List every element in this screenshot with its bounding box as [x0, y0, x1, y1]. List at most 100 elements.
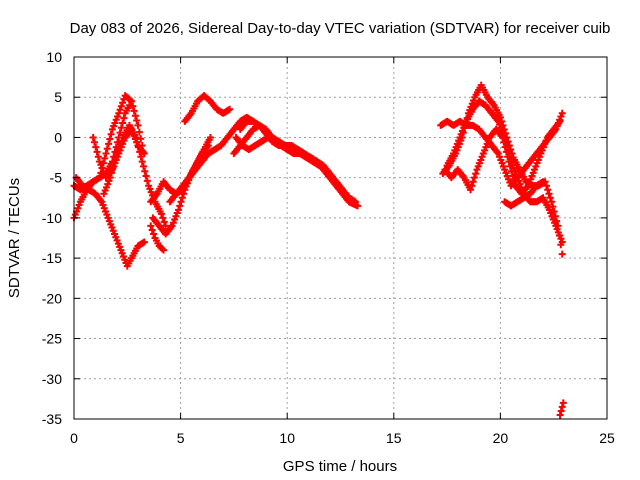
- data-point: [546, 194, 554, 202]
- data-point: [111, 154, 119, 162]
- data-point: [504, 153, 512, 161]
- data-point: [120, 114, 128, 122]
- data-point: [502, 148, 510, 156]
- data-point: [542, 182, 550, 190]
- data-point: [328, 174, 336, 182]
- data-point: [545, 190, 553, 198]
- data-point: [558, 109, 566, 117]
- data-point: [472, 170, 480, 178]
- data-point: [178, 194, 186, 202]
- data-point: [510, 177, 518, 185]
- data-point: [157, 210, 165, 218]
- data-point: [125, 101, 133, 109]
- data-marks: [70, 81, 567, 419]
- data-point: [102, 150, 110, 158]
- data-point: [160, 246, 168, 254]
- data-point: [93, 148, 101, 156]
- data-point: [501, 143, 509, 151]
- series-track-d: [72, 174, 148, 270]
- data-point: [500, 138, 508, 146]
- data-point: [101, 154, 109, 162]
- series-track-l: [236, 117, 362, 210]
- data-point: [557, 407, 565, 415]
- data-point: [160, 218, 168, 226]
- data-point: [558, 403, 566, 411]
- data-point: [131, 112, 139, 120]
- data-point: [558, 250, 566, 258]
- data-point: [150, 230, 158, 238]
- data-point: [556, 117, 564, 125]
- data-point: [108, 169, 116, 177]
- data-point: [548, 198, 556, 206]
- data-point: [148, 226, 156, 234]
- data-point: [559, 399, 567, 407]
- data-point: [505, 158, 513, 166]
- x-tick-label: 0: [70, 430, 78, 446]
- data-point: [117, 124, 125, 132]
- data-point: [117, 102, 125, 110]
- data-point: [558, 238, 566, 246]
- y-axis-title: SDTVAR / TECUs: [6, 178, 23, 298]
- data-point: [174, 206, 182, 214]
- data-point: [470, 174, 478, 182]
- data-point: [106, 135, 114, 143]
- y-tick-label: 5: [54, 89, 62, 105]
- plot-frame: [73, 56, 608, 420]
- data-point: [539, 178, 547, 186]
- series-track-m: [232, 133, 336, 182]
- y-tick-label: -10: [42, 210, 62, 226]
- data-point: [354, 202, 362, 210]
- x-tick-label: 10: [279, 430, 295, 446]
- data-point: [176, 202, 184, 210]
- data-point: [133, 138, 141, 146]
- data-point: [92, 143, 100, 151]
- data-point: [467, 186, 475, 194]
- y-tick-label: 10: [46, 49, 62, 65]
- y-tick-label: 0: [54, 129, 62, 145]
- data-point: [134, 143, 142, 151]
- data-point: [130, 107, 138, 115]
- data-point: [147, 222, 155, 230]
- data-point: [142, 172, 150, 180]
- data-point: [162, 222, 170, 230]
- data-point: [89, 133, 97, 141]
- data-point: [103, 145, 111, 153]
- chart-title: Day 083 of 2026, Sidereal Day-to-day VTE…: [70, 20, 611, 37]
- data-point: [226, 105, 234, 113]
- data-point: [138, 158, 146, 166]
- y-tick-label: -15: [42, 250, 62, 266]
- data-point: [106, 174, 114, 182]
- series-track-f: [147, 222, 168, 254]
- data-point: [132, 133, 140, 141]
- series-track-j: [181, 92, 234, 125]
- data-point: [143, 177, 151, 185]
- data-point: [556, 411, 564, 419]
- x-tick-label: 15: [386, 430, 402, 446]
- data-point: [159, 214, 167, 222]
- data-point: [137, 153, 145, 161]
- data-point: [110, 159, 118, 167]
- data-point: [506, 162, 514, 170]
- y-tick-label: -35: [42, 411, 62, 427]
- data-point: [109, 164, 117, 172]
- x-tick-label: 20: [493, 430, 509, 446]
- data-point: [116, 106, 124, 114]
- data-point: [119, 99, 127, 107]
- data-point: [136, 148, 144, 156]
- data-point: [115, 109, 123, 117]
- y-tick-label: -25: [42, 331, 62, 347]
- data-point: [544, 186, 552, 194]
- data-point: [507, 167, 515, 175]
- data-point: [119, 119, 127, 127]
- data-point: [94, 153, 102, 161]
- x-tick-label: 5: [177, 430, 185, 446]
- data-point: [177, 198, 185, 206]
- data-point: [133, 117, 141, 125]
- data-point: [134, 121, 142, 129]
- data-point: [499, 133, 507, 141]
- x-tick-label: 25: [599, 430, 615, 446]
- data-point: [509, 172, 517, 180]
- data-point: [468, 182, 476, 190]
- data-point: [107, 130, 115, 138]
